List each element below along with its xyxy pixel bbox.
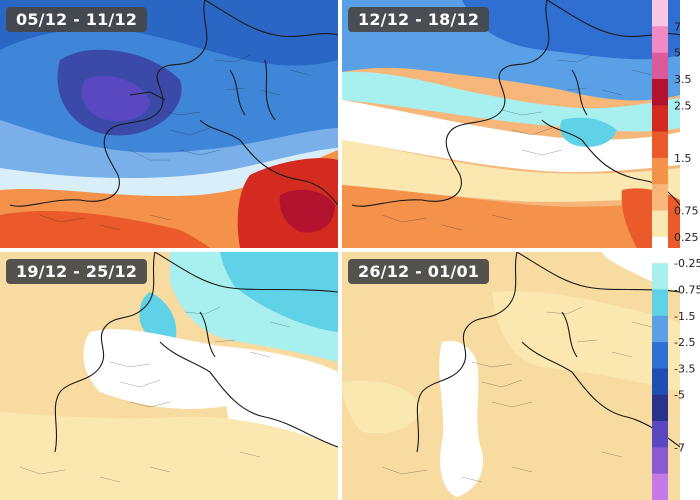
anomaly-map-week-1 [0,0,338,248]
legend-tick-label: 7 [674,20,681,33]
legend-tick-label: 5 [674,47,681,60]
legend-tick-label: -7 [674,441,685,454]
period-label: 12/12 - 18/12 [348,7,490,32]
legend-swatch [652,289,668,317]
period-label: 19/12 - 25/12 [6,259,148,284]
legend-swatch [652,368,668,396]
map-panel-week-3: 19/12 - 25/12 [0,252,338,500]
legend-swatch [652,0,668,27]
legend-swatch [652,26,668,54]
legend-swatch [652,157,668,185]
legend-tick-label: -1.5 [674,310,695,323]
legend-swatch [652,236,668,264]
legend-tick-label: 1.5 [674,152,692,165]
legend-swatch [652,78,668,106]
map-panel-week-4: 26/12 - 01/01 [342,252,680,500]
legend-swatch [652,473,668,500]
legend-tick-label: 0.75 [674,205,699,218]
legend-tick-label: -3.5 [674,362,695,375]
period-label: 05/12 - 11/12 [6,7,148,32]
legend-swatch [652,342,668,369]
legend-swatch [652,184,668,212]
anomaly-map-week-2 [342,0,680,248]
legend-tick-label: -2.5 [674,336,695,349]
map-panel-week-2: 12/12 - 18/12 [342,0,680,248]
anomaly-map-week-4 [342,252,680,500]
legend-swatch [652,263,668,290]
anomaly-map-week-3 [0,252,338,500]
legend-tick-label: -0.75 [674,284,700,297]
legend-tick-label: 0.25 [674,231,699,244]
color-scale-legend: 7 5 3.5 2.5 1.5 0.75 0.25 -0.25 -0.75 -1.5 -2.5 -3.… [652,0,700,500]
legend-swatch [652,447,668,475]
legend-tick-label: 3.5 [674,73,692,86]
legend-swatch [652,315,668,343]
legend-swatch [652,210,668,238]
legend-tick-label: 2.5 [674,99,692,112]
legend-swatch [652,421,668,448]
period-label: 26/12 - 01/01 [348,259,490,284]
legend-tick-label: -5 [674,389,685,402]
legend-swatch [652,394,668,422]
legend-tick-label: -0.25 [674,257,700,270]
legend-swatch [652,52,668,80]
map-panel-week-1: 05/12 - 11/12 [0,0,338,248]
legend-swatch [652,131,668,159]
legend-swatch [652,105,668,133]
